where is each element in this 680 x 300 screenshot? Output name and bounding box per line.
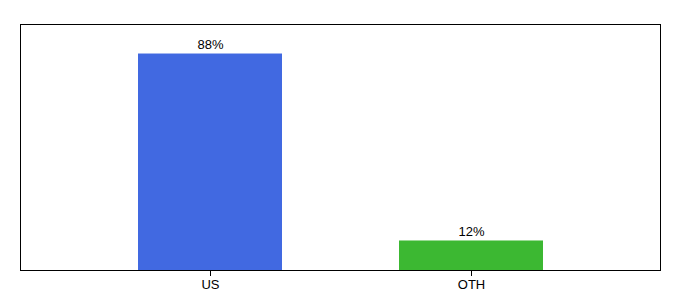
svg-text:88%: 88% xyxy=(197,37,223,52)
svg-text:US: US xyxy=(201,277,219,292)
svg-text:OTH: OTH xyxy=(458,277,485,292)
svg-text:12%: 12% xyxy=(458,224,484,239)
